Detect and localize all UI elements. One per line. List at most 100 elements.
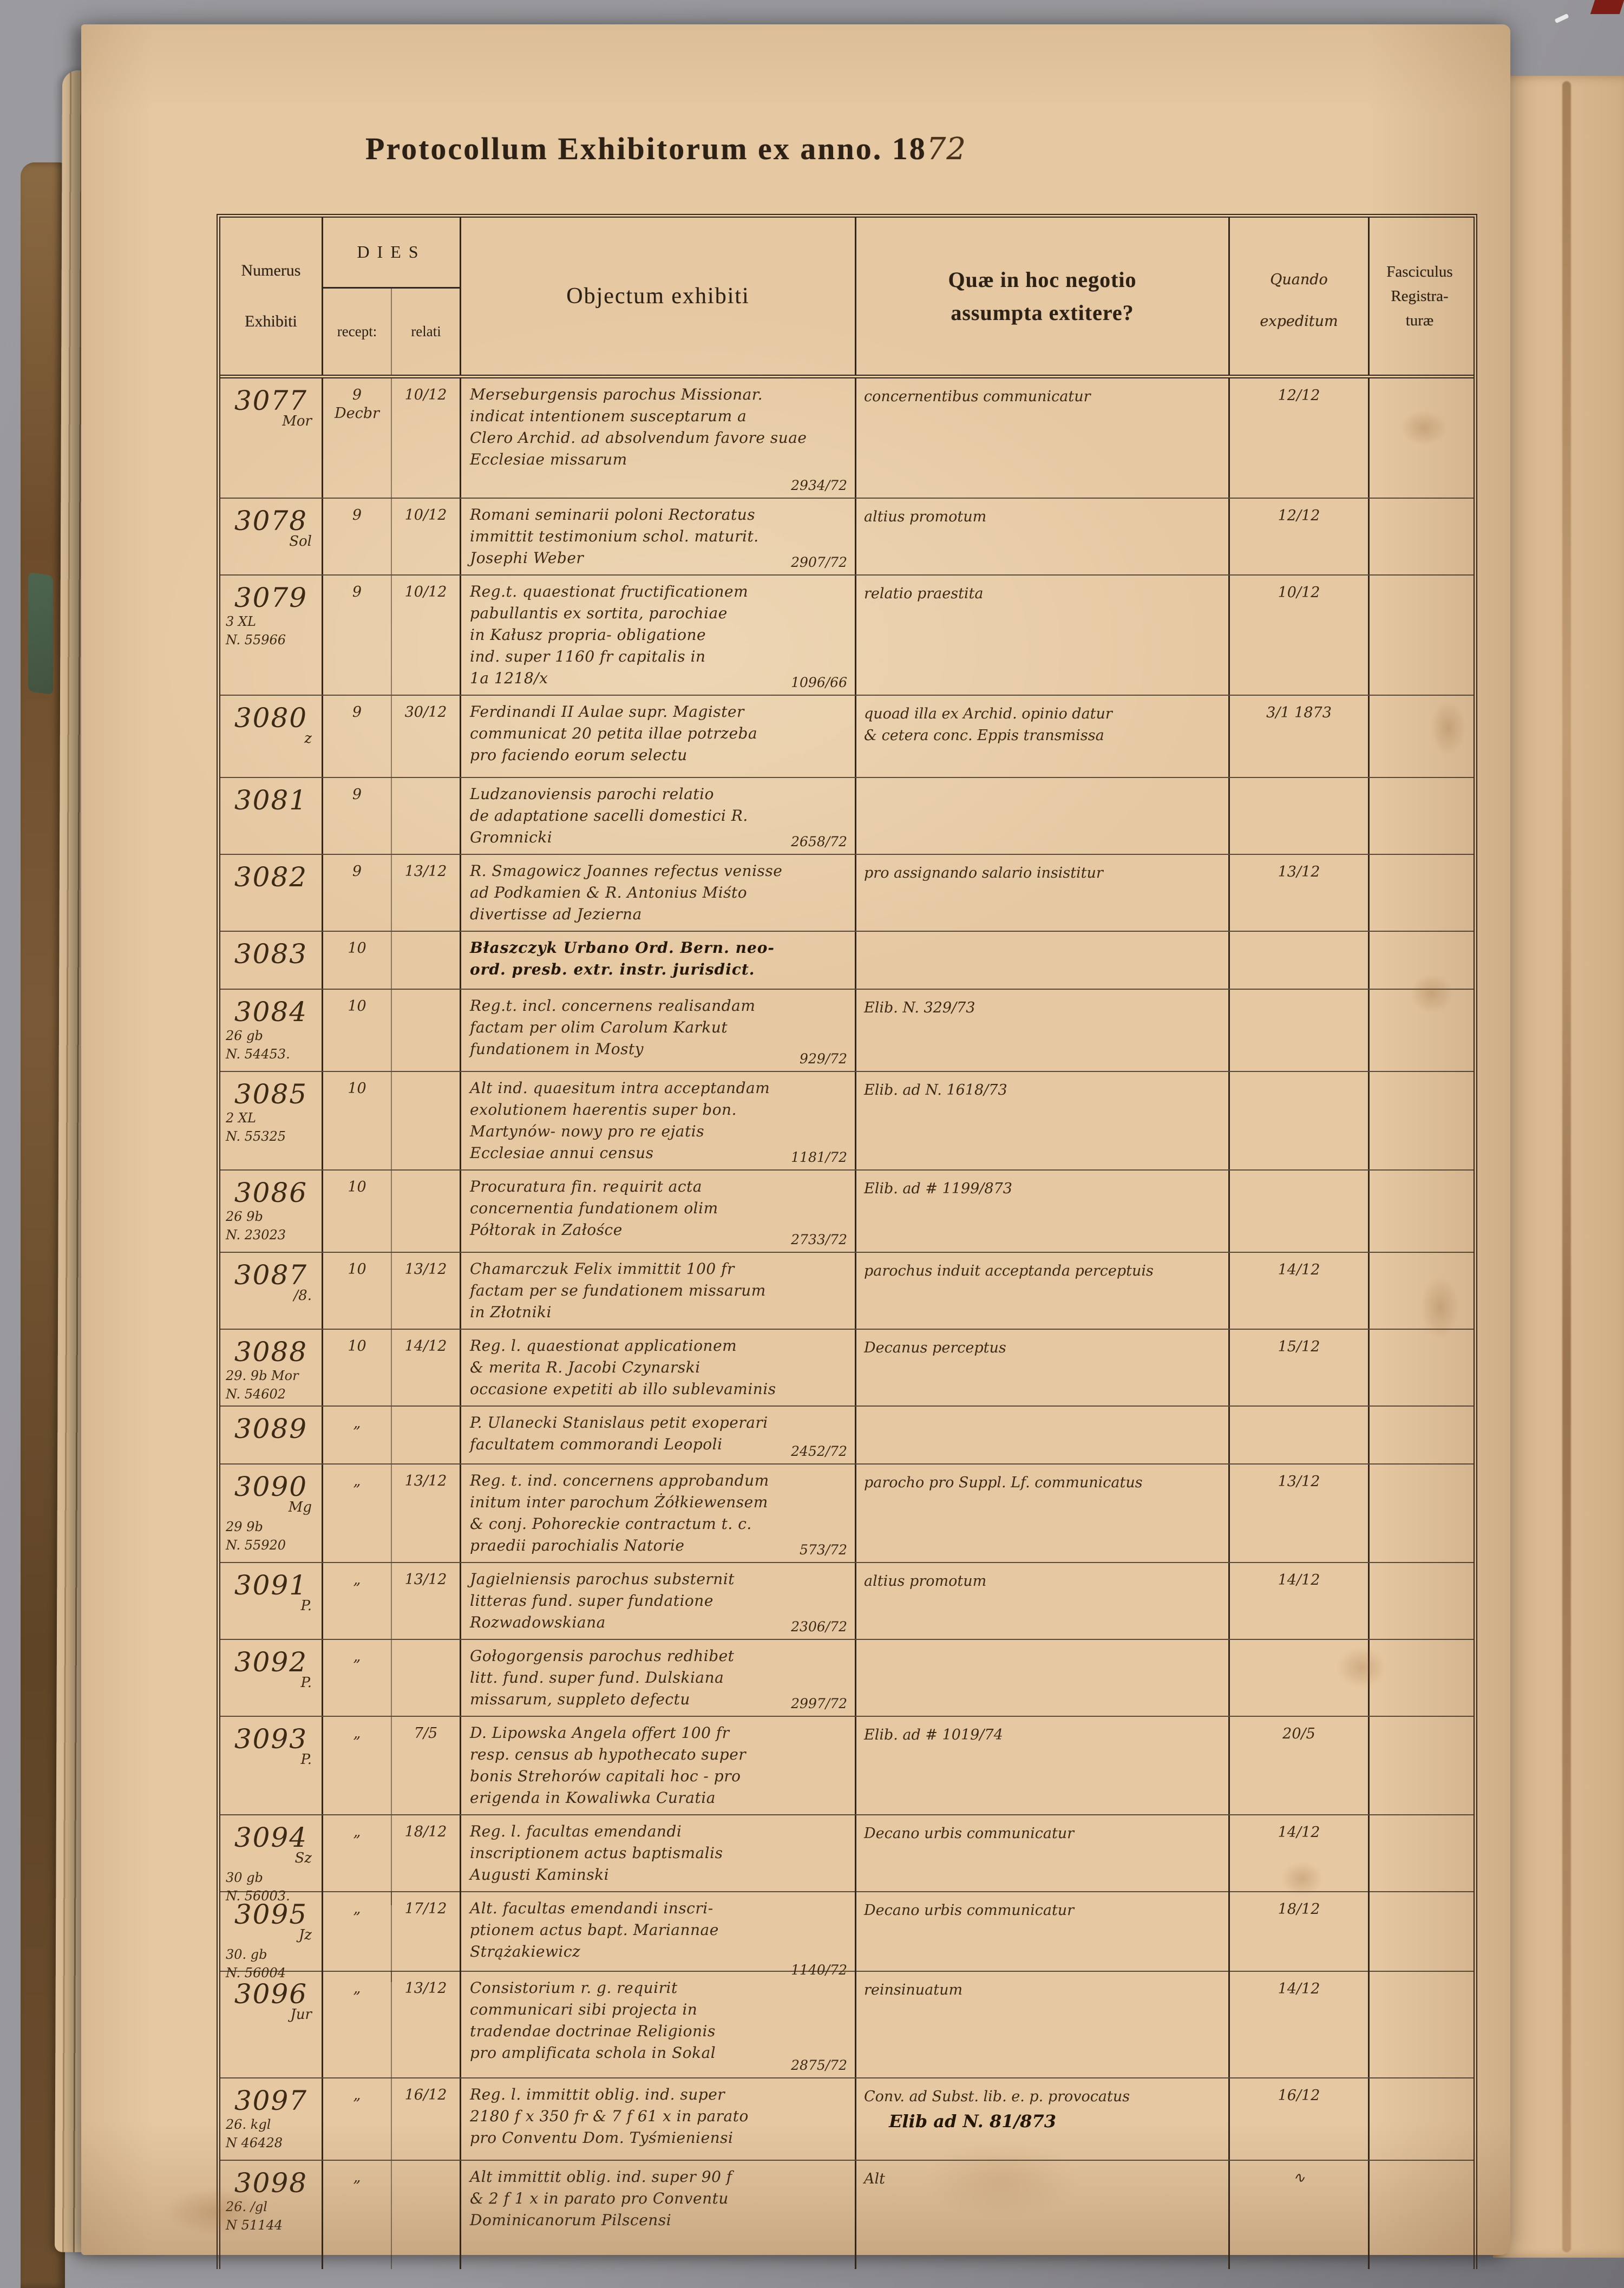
- dies-recepti-cell: 10: [323, 932, 392, 989]
- table-row: 3091 P. „ 13/12 Jagielniensis parochus s…: [220, 1562, 1474, 1639]
- quae-text: pro assignando salario insistitur: [856, 855, 1228, 884]
- objectum-text-line: de adaptatione sacelli domestici R.: [470, 807, 748, 825]
- exhibit-number: 3090: [234, 1471, 308, 1502]
- quae-text-line: pro assignando salario insistitur: [864, 865, 1103, 881]
- dies-recepti-cell: „: [323, 2078, 392, 2160]
- objectum-text-line: Ferdinandi II Aulae supr. Magister: [470, 703, 744, 721]
- objectum-text-line: Błaszczyk Urbano Ord. Bern. neo-: [470, 939, 775, 957]
- exhibit-margin-notes-line: N. 56003.: [226, 1888, 290, 1904]
- quando-expeditum-cell: 10/12: [1230, 576, 1370, 695]
- objectum-text-line: Strążakiewicz: [470, 1943, 581, 1960]
- quae-text-line: concernentibus communicatur: [864, 388, 1091, 405]
- numerus-cell: 3091 P.: [220, 1563, 323, 1639]
- table-row: 3083 10 Błaszczyk Urbano Ord. Bern. neo-…: [220, 931, 1474, 989]
- dies-recepti-cell-line: 10: [348, 998, 366, 1015]
- numerus-cell: 3085 2 XL N. 55325: [220, 1072, 323, 1169]
- elib-reference: [856, 1019, 1228, 1022]
- objectum-text-line: praedii parochialis Natorie: [470, 1537, 685, 1554]
- exhibit-number: 3085: [234, 1078, 308, 1110]
- page-title-handwritten-year: 72: [926, 132, 967, 167]
- exhibit-margin-notes: [220, 747, 322, 749]
- elib-reference: [856, 1921, 1228, 1925]
- fasciculus-cell: [1370, 1972, 1470, 2077]
- objectum-text-line: missarum, suppleto defectu: [470, 1690, 690, 1708]
- quando-expeditum-cell: [1230, 932, 1370, 989]
- objectum-text-line: Gromnicki: [470, 828, 553, 846]
- numerus-cell: 3092 P.: [220, 1640, 323, 1716]
- quando-expeditum-cell: 15/12: [1230, 1330, 1370, 1406]
- objectum-text-line: indicat intentionem susceptarum a: [470, 407, 747, 425]
- quae-text: Decano urbis communicatur: [856, 1815, 1228, 1845]
- fasciculus-cell: [1370, 1892, 1470, 1982]
- header-fasciculus-line1: Fasciculus: [1386, 263, 1453, 280]
- objectum-text-line: Dominicanorum Pilscensi: [470, 2211, 672, 2229]
- table-row: 3086 26 9b N. 23023 10 Procuratura fin. r…: [220, 1169, 1474, 1252]
- objectum-cell: Reg.t. quaestionat fructificationem pabul…: [461, 576, 856, 695]
- objectum-text-line: Reg. l. quaestionat applicationem: [470, 1337, 737, 1355]
- elib-reference: [856, 786, 1228, 789]
- exhibit-number: 3092: [234, 1646, 308, 1678]
- table-row: 3088 29. 9b Mor N. 54602 10 14/12 Reg. l.…: [220, 1329, 1474, 1406]
- quae-text-line: Conv. ad Subst. lib. e. p. provocatus: [864, 2088, 1130, 2105]
- objectum-text: Alt. facultas emendandi inscri-ptionem a…: [461, 1892, 855, 1963]
- elib-reference: [856, 2190, 1228, 2193]
- fasciculus-cell: [1370, 932, 1470, 989]
- quando-expeditum-cell: 16/12: [1230, 2078, 1370, 2160]
- right-page-gutter: [1493, 76, 1624, 2258]
- numerus-cell: 3081: [220, 778, 323, 854]
- exhibit-margin-notes-line: N. 54602: [226, 1387, 286, 1402]
- quando-expeditum-cell: [1230, 1072, 1370, 1169]
- exhibit-number-annotation: P.: [300, 1751, 312, 1768]
- objectum-cell: Gołogorgensis parochus redhibet litt. fun…: [461, 1640, 856, 1716]
- exhibit-number-annotation: Mor: [282, 413, 312, 429]
- dies-recepti-cell-line: 10: [348, 940, 366, 957]
- objectum-text: Reg. t. ind. concernens approbandum initu…: [461, 1465, 855, 1557]
- numerus-cell: 3097 26. kgl N 46428: [220, 2078, 323, 2160]
- numerus-cell: 3089: [220, 1407, 323, 1463]
- quae-text: altius promotum: [856, 499, 1228, 528]
- exhibit-margin-notes: 26. kgl N 46428: [220, 2113, 322, 2152]
- elib-reference: [856, 1282, 1228, 1285]
- exhibit-margin-notes-line: 26 gb: [226, 1028, 263, 1043]
- objectum-text: D. Lipowska Angela offert 100 fr resp. ce…: [461, 1717, 855, 1809]
- dies-recepti-cell-line: 10: [348, 1338, 366, 1355]
- objectum-text-line: Alt. facultas emendandi inscri-: [470, 1899, 713, 1917]
- objectum-cell: Reg. l. immittit oblig. ind. super 2180 f…: [461, 2078, 856, 2160]
- header-numerus-line1: Numerus: [241, 262, 301, 279]
- elib-reference: [856, 528, 1228, 531]
- quae-cell: Elib. N. 329/73: [856, 990, 1230, 1071]
- fasciculus-cell: [1370, 1072, 1470, 1169]
- dies-recepti-cell: 9: [323, 576, 392, 695]
- quae-cell: Conv. ad Subst. lib. e. p. provocatus El…: [856, 2078, 1230, 2160]
- quae-text: [856, 1407, 1228, 1414]
- objectum-cell: Alt. facultas emendandi inscri-ptionem a…: [461, 1892, 856, 1982]
- dies-recepti-cell: 10: [323, 1330, 392, 1406]
- objectum-text: Merseburgensis parochus Missionar. indica…: [461, 378, 855, 470]
- objectum-cell: Romani seminarii poloni Rectoratus immitt…: [461, 499, 856, 574]
- quae-text: Decanus perceptus: [856, 1330, 1228, 1359]
- objectum-cell: Jagielniensis parochus substernit littera…: [461, 1563, 856, 1639]
- header-relati: relati: [391, 288, 460, 375]
- fasciculus-cell: [1370, 2161, 1470, 2269]
- exhibit-margin-notes-line: N. 23023: [226, 1227, 286, 1243]
- table-row: 3090 Mg 29 9b N. 55920 „ 13/12 Reg. t. in…: [220, 1463, 1474, 1562]
- fasciculus-cell: [1370, 1563, 1470, 1639]
- exhibit-number: 3097: [234, 2085, 308, 2116]
- table-row: 3085 2 XL N. 55325 10 Alt ind. quaesitum …: [220, 1071, 1474, 1169]
- quae-text: relatio praestita: [856, 576, 1228, 605]
- dies-recepti-cell: 9: [323, 855, 392, 931]
- quae-text: Elib. ad # 1019/74: [856, 1717, 1228, 1746]
- objectum-text: Ferdinandi II Aulae supr. Magister commun…: [461, 696, 855, 766]
- quae-text-line: Decano urbis communicatur: [864, 1902, 1075, 1919]
- quae-text: Conv. ad Subst. lib. e. p. provocatus: [856, 2078, 1228, 2108]
- exhibit-margin-notes-line: 26. kgl: [226, 2117, 271, 2132]
- exhibit-margin-notes-line: N. 54453.: [226, 1047, 290, 1062]
- dies-recepti-cell: „: [323, 1892, 392, 1982]
- objectum-text-line: factam per olim Carolum Karkut: [470, 1018, 728, 1036]
- elib-reference: [856, 408, 1228, 411]
- dies-recepti-cell: „: [323, 1815, 392, 1905]
- objectum-text-line: Josephi Weber: [470, 549, 584, 567]
- objectum-text-line: Clero Archid. ad absolvendum favore suae: [470, 429, 807, 447]
- objectum-text-line: ind. super 1160 fr capitalis in: [470, 648, 706, 665]
